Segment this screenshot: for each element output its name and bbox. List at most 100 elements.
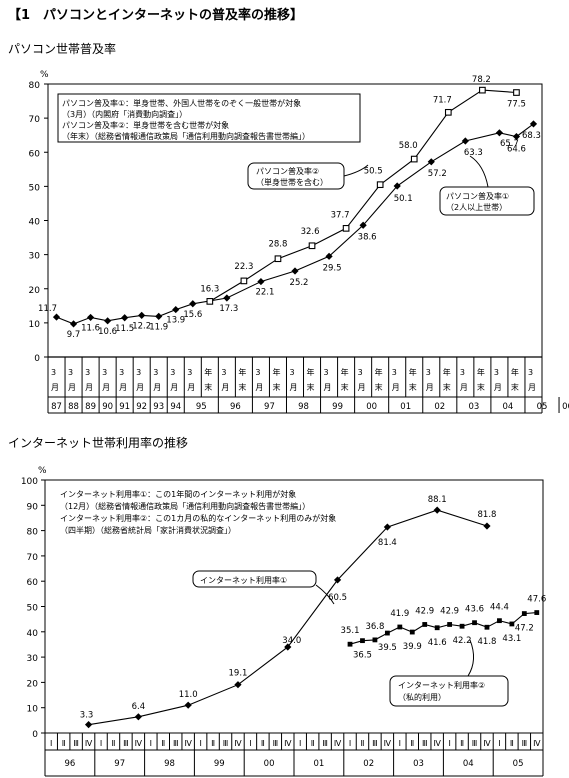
quarter-label: Ⅱ (311, 739, 315, 748)
data-point (234, 681, 242, 689)
data-label: 38.6 (358, 232, 377, 242)
quarter-label: Ⅱ (261, 739, 265, 748)
period-label-bottom: 月 (426, 383, 434, 392)
period-label-bottom: 末 (341, 382, 349, 392)
quarter-label: Ⅳ (384, 739, 392, 748)
data-point (347, 641, 353, 647)
data-point (372, 637, 378, 643)
quarter-label: Ⅲ (123, 739, 129, 748)
quarter-label: Ⅳ (135, 739, 143, 748)
period-label-bottom: 月 (460, 383, 468, 392)
data-point (422, 622, 428, 627)
callout-text: （私的利用） (398, 692, 446, 702)
period-label-bottom: 末 (511, 382, 519, 392)
year-label: 04 (463, 759, 474, 769)
period-label-bottom: 月 (187, 383, 195, 392)
quarter-label: Ⅲ (372, 739, 378, 748)
year-label: 00 (366, 402, 377, 412)
data-point (433, 506, 441, 514)
data-point (409, 629, 415, 635)
year-label: 02 (363, 759, 374, 769)
y-unit-label: % (40, 70, 49, 80)
data-point (240, 277, 248, 285)
data-label: 11.6 (81, 323, 100, 333)
data-point (274, 255, 282, 263)
y-tick-label: 60 (29, 149, 41, 159)
data-point (52, 313, 61, 321)
data-point (189, 300, 197, 308)
period-label-bottom: 月 (392, 383, 400, 392)
year-label: 90 (102, 402, 113, 412)
data-point (69, 320, 78, 328)
legend-line: パソコン普及率②：単身世帯を含む世帯が対象 (62, 120, 229, 130)
data-label: 16.3 (200, 284, 219, 294)
data-point (495, 129, 504, 137)
period-label-bottom: 月 (102, 383, 110, 392)
pc-penetration-chart: %010203040506070803月3月3月3月3月3月3月3月3月年末3月… (29, 70, 569, 414)
y-tick-label: 10 (29, 320, 41, 330)
y-tick-label: 50 (29, 183, 41, 193)
period-label-top: 3 (324, 368, 329, 377)
period-label-bottom: 月 (170, 383, 178, 392)
year-label: 96 (64, 759, 75, 769)
callout-text: パソコン普及率② (256, 166, 319, 176)
data-label: 3.3 (80, 711, 94, 721)
period-label-bottom: 末 (307, 382, 315, 392)
period-label-top: 3 (85, 368, 90, 377)
data-point (434, 625, 440, 631)
data-point (325, 252, 333, 260)
y-tick-label: 10 (27, 705, 39, 715)
series-line-2 (349, 612, 537, 645)
data-label: 71.7 (433, 95, 452, 105)
y-tick-label: 30 (29, 252, 41, 262)
year-label: 88 (68, 402, 79, 412)
quarter-label: Ⅲ (522, 739, 528, 748)
quarter-label: Ⅳ (184, 739, 192, 748)
data-label: 81.4 (378, 538, 397, 548)
year-label: 99 (332, 402, 343, 412)
year-label: 89 (85, 402, 96, 412)
quarter-label: Ⅰ (498, 739, 500, 748)
period-label-bottom: 月 (255, 383, 263, 392)
quarter-label: Ⅳ (533, 739, 541, 748)
data-point (461, 137, 469, 145)
period-label-bottom: 末 (204, 382, 212, 392)
data-label: 43.1 (502, 634, 521, 644)
year-label: 06 (562, 402, 569, 412)
period-label-top: 3 (221, 368, 226, 377)
year-label: 97 (114, 759, 125, 769)
period-label-bottom: 月 (51, 383, 59, 392)
quarter-label: Ⅳ (483, 739, 491, 748)
period-label-bottom: 月 (153, 383, 161, 392)
callout-text: （2人以上世帯） (446, 202, 507, 212)
quarter-label: Ⅳ (433, 739, 441, 748)
data-label: 12.2 (132, 321, 151, 331)
y-tick-label: 80 (29, 81, 41, 91)
period-label-top: 年 (204, 367, 212, 377)
data-point (223, 294, 231, 302)
data-label: 39.5 (378, 643, 397, 653)
period-label-top: 3 (68, 368, 73, 377)
year-label: 03 (468, 402, 479, 412)
data-point (483, 522, 491, 530)
period-label-bottom: 月 (528, 383, 536, 392)
period-label-top: 年 (375, 367, 383, 377)
period-label-bottom: 月 (324, 383, 332, 392)
period-label-top: 3 (528, 368, 533, 377)
data-point (479, 86, 486, 94)
period-label-bottom: 末 (375, 382, 383, 392)
data-label: 42.2 (453, 636, 472, 646)
quarter-label: Ⅳ (334, 739, 342, 748)
data-label: 77.5 (507, 100, 526, 110)
data-point (529, 120, 538, 128)
period-label-top: 年 (238, 367, 246, 377)
data-point (206, 298, 214, 305)
data-label: 25.2 (290, 278, 309, 288)
callout-box-1 (192, 570, 317, 588)
period-label-top: 年 (443, 367, 451, 377)
data-label: 58.0 (399, 141, 418, 151)
data-label: 50.1 (394, 194, 413, 204)
y-tick-label: 90 (27, 502, 39, 512)
year-label: 05 (513, 759, 524, 769)
period-label-bottom: 月 (494, 383, 502, 392)
